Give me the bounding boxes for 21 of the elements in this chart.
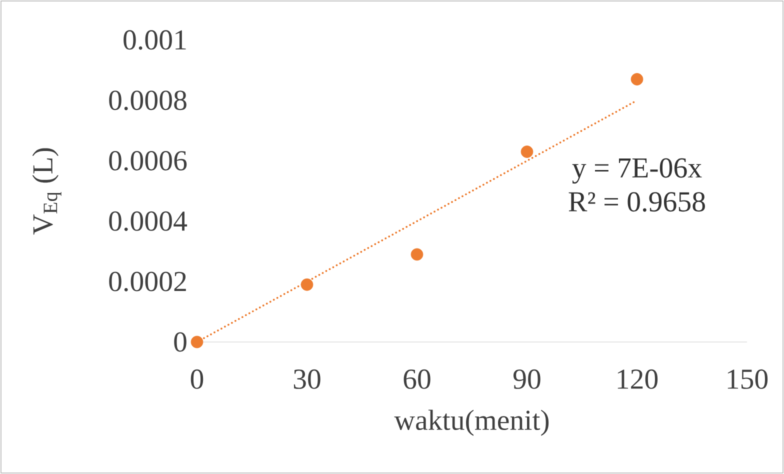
y-tick-label: 0.0008 bbox=[109, 90, 186, 110]
point bbox=[630, 73, 644, 86]
annotation: y = 7E-06x bbox=[572, 158, 702, 184]
x-tick-label: 60 bbox=[404, 369, 430, 389]
x-tick-label: 30 bbox=[294, 369, 320, 389]
point bbox=[410, 248, 424, 261]
y-tick-label: 0 bbox=[174, 332, 186, 352]
y-tick-label: 0.0006 bbox=[109, 150, 187, 171]
annotation: R² = 0.9658 bbox=[568, 192, 705, 212]
x-tick-label: 150 bbox=[728, 369, 768, 389]
y-tick-label: 0.001 bbox=[124, 30, 186, 50]
point bbox=[190, 336, 204, 348]
point bbox=[520, 146, 534, 158]
y-tick-label: 0.0002 bbox=[109, 272, 186, 292]
x-tick-label: 120 bbox=[618, 369, 658, 389]
x-tick-label: 0 bbox=[190, 369, 204, 389]
point bbox=[300, 278, 314, 291]
x-tick-label: 90 bbox=[513, 369, 540, 389]
y-tick-label: 0.0004 bbox=[109, 211, 188, 232]
x-axis-title: waktu(menit) bbox=[394, 410, 549, 436]
y-axis-title: V$_{Eq}$ (L) bbox=[32, 148, 62, 235]
